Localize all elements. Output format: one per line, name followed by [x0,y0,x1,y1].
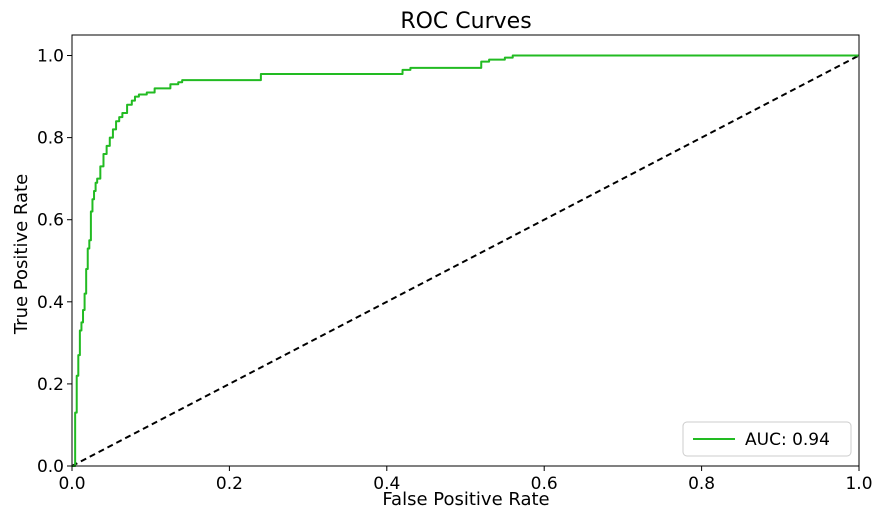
y-tick-label: 1.0 [37,47,64,67]
chance-diagonal-line [71,54,860,467]
x-axis-label: False Positive Rate [382,489,549,510]
y-tick-label: 0.6 [37,211,64,231]
y-tick-label: 0.0 [37,457,64,477]
plot-frame [71,34,860,467]
chart-title: ROC Curves [400,9,531,34]
x-tick-label: 0.0 [58,474,85,494]
x-tick-label: 1.0 [845,474,872,494]
x-tick-label: 0.2 [216,474,243,494]
legend-box [682,421,852,457]
x-tick-label: 0.8 [688,474,715,494]
y-tick-label: 0.8 [37,129,64,149]
y-tick-label: 0.2 [37,375,64,395]
y-tick-label: 0.4 [37,293,64,313]
legend: AUC: 0.94 [682,421,852,457]
y-axis: 0.0 0.2 0.4 0.6 0.8 1.0 [37,47,72,477]
roc-curve-line [72,54,859,467]
plot-area [71,54,860,467]
x-axis: 0.0 0.2 0.4 0.6 0.8 1.0 [58,466,873,494]
x-tick-label: 0.4 [373,474,400,494]
x-tick-label: 0.6 [531,474,558,494]
legend-label: AUC: 0.94 [745,430,830,450]
y-axis-label: True Positive Rate [11,174,32,335]
